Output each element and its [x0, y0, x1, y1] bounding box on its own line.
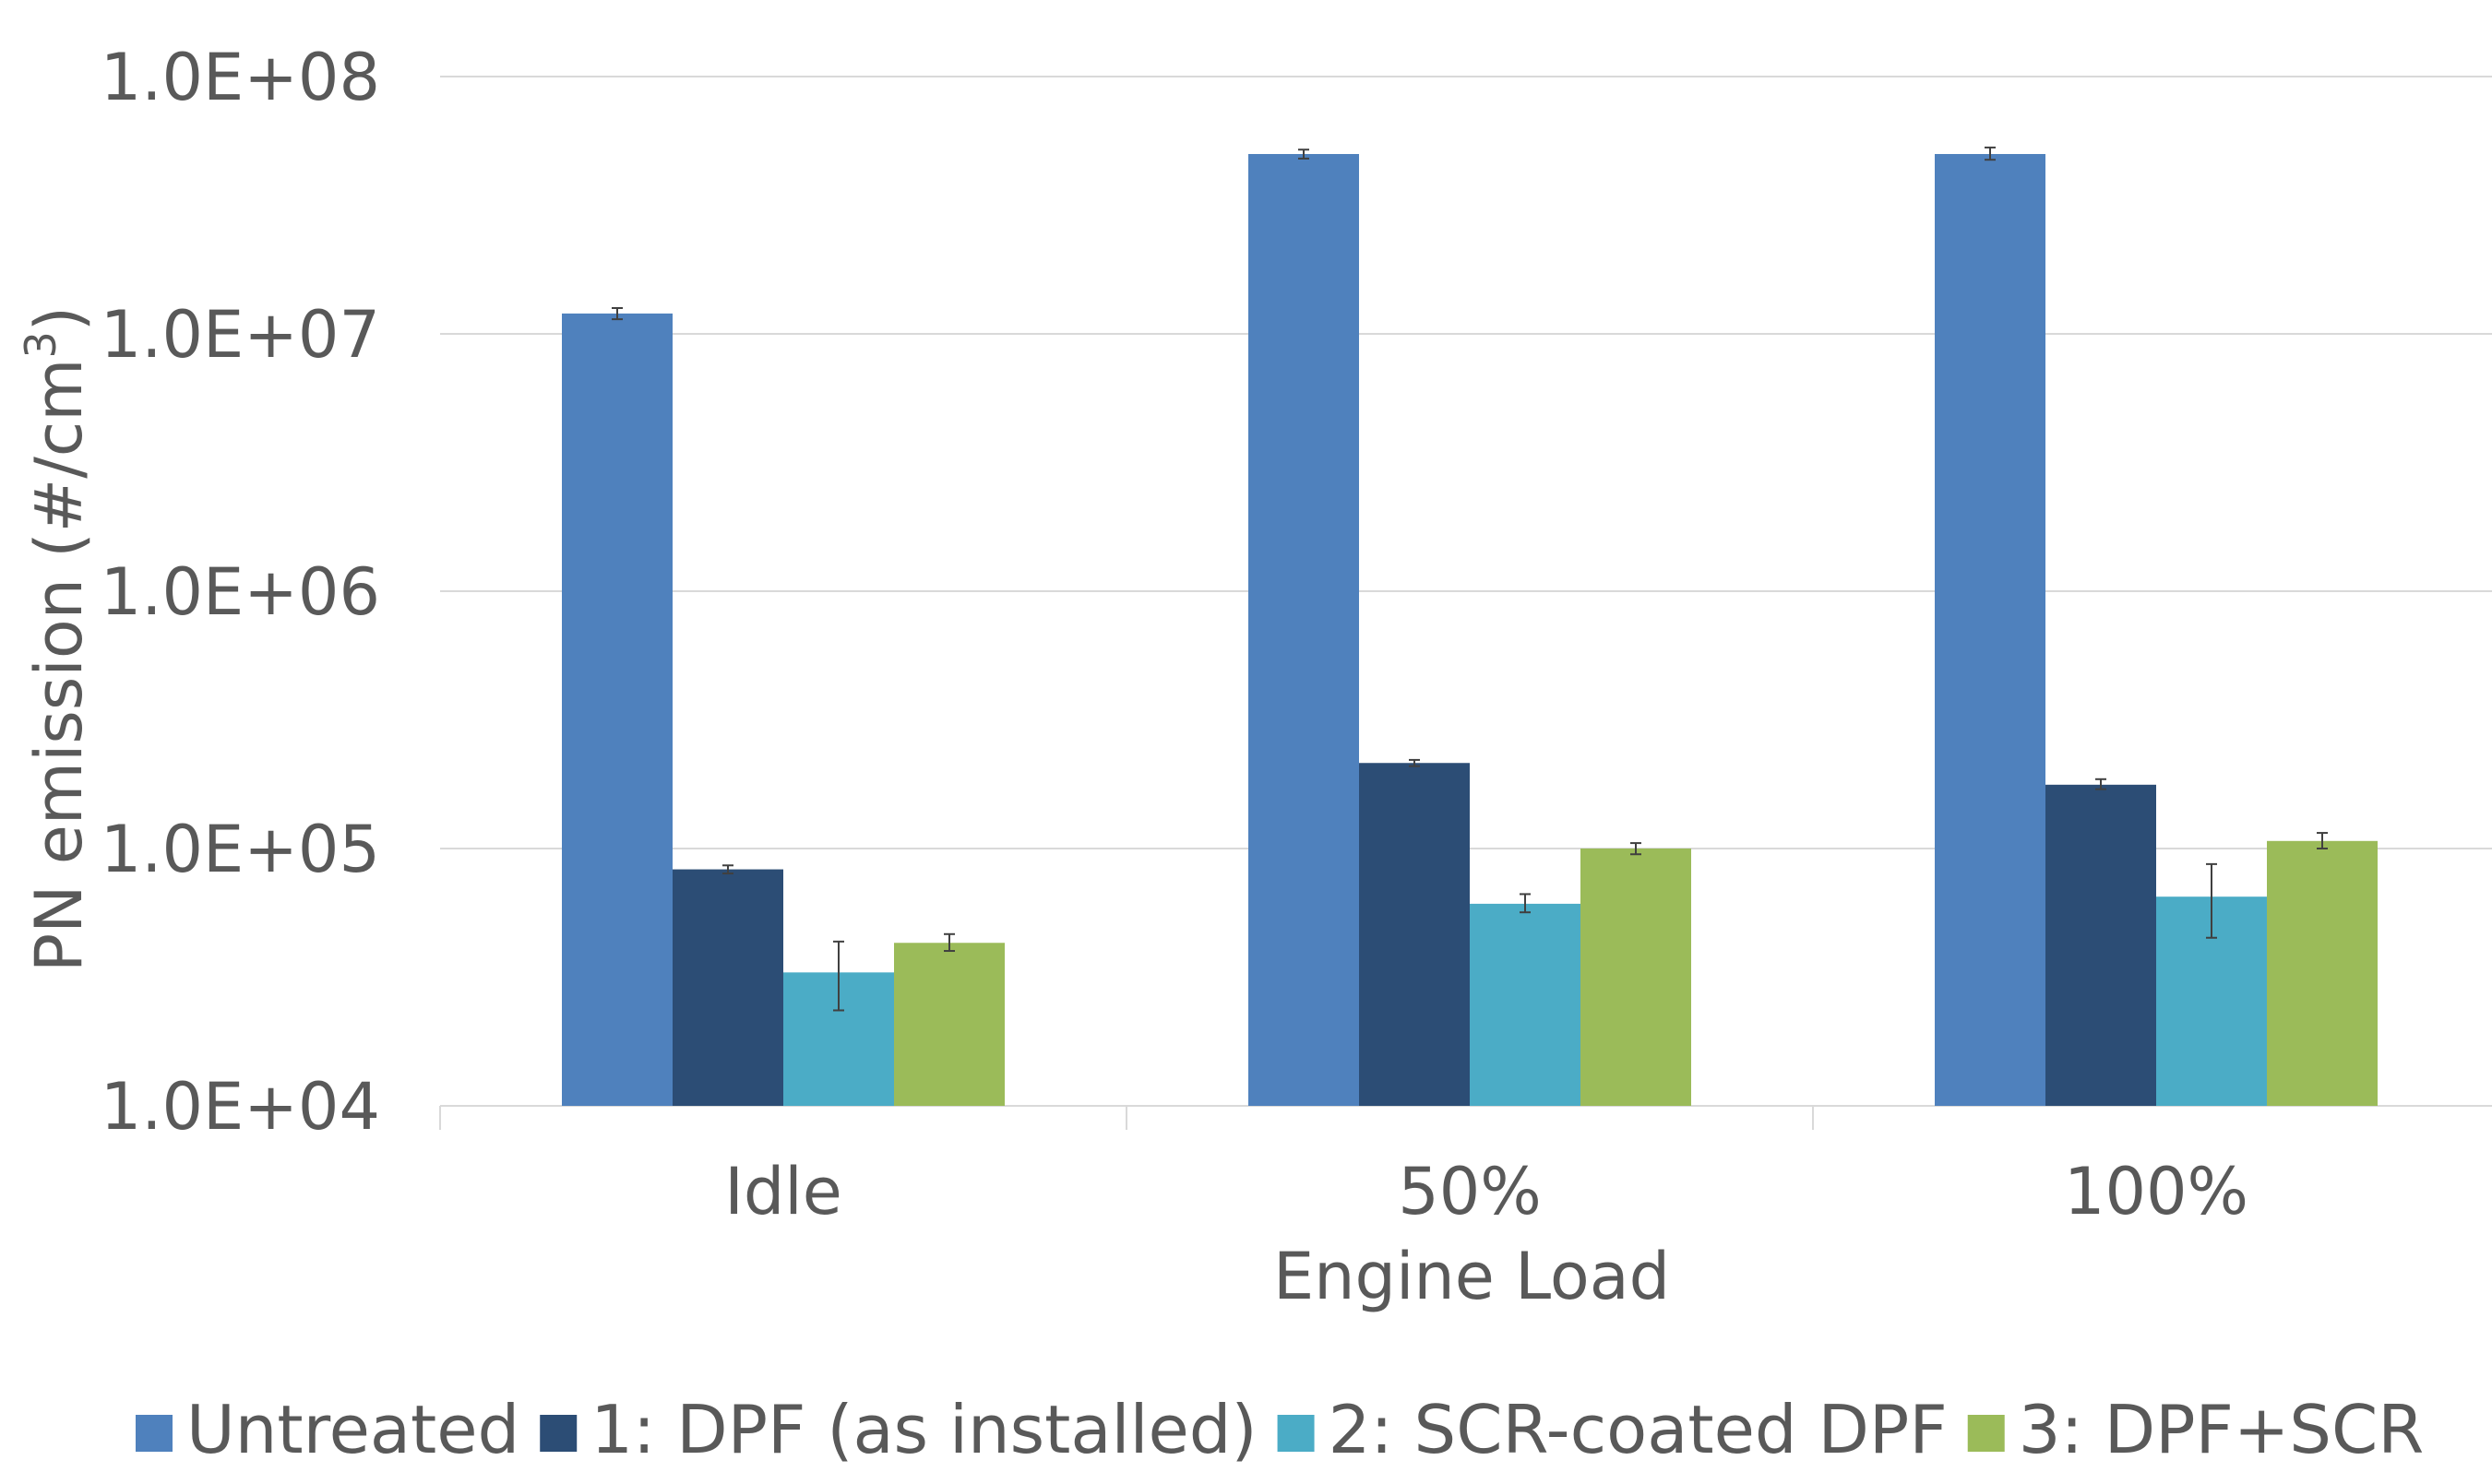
bar	[1935, 153, 2045, 1107]
y-tick-label: 1.0E+06	[101, 554, 380, 630]
x-axis	[439, 1106, 1814, 1130]
x-tick-labels: Idle 50% 100%	[724, 1154, 2248, 1229]
y-axis-title-close: )	[21, 306, 97, 331]
bar	[1580, 849, 1691, 1106]
y-tick-label: 1.0E+07	[101, 297, 380, 373]
y-tick-label: 1.0E+04	[101, 1069, 380, 1145]
bar	[1359, 763, 1470, 1106]
legend-label: 1: DPF (as installed)	[590, 1391, 1257, 1468]
bar	[562, 313, 673, 1106]
legend: Untreated 1: DPF (as installed) 2: SCR-coa…	[136, 1391, 2424, 1468]
y-tick-labels: 1.0E+04 1.0E+05 1.0E+06 1.0E+07 1.0E+08	[101, 40, 380, 1145]
bar	[673, 869, 783, 1106]
bar	[894, 943, 1005, 1106]
x-tick-label: 100%	[2064, 1154, 2248, 1229]
bar	[1248, 153, 1359, 1107]
legend-swatch	[540, 1415, 578, 1452]
y-axis-title-main: PN emission (#/cm	[21, 359, 97, 973]
x-tick-label: 50%	[1398, 1154, 1542, 1229]
bar	[2267, 840, 2378, 1106]
error-bars	[612, 146, 2328, 1012]
legend-swatch	[1277, 1415, 1315, 1452]
x-tick-label: Idle	[724, 1154, 842, 1229]
y-tick-label: 1.0E+08	[101, 40, 380, 115]
y-axis-title: PN emission (#/cm3)	[16, 306, 97, 972]
legend-label: 3: DPF+SCR	[2019, 1391, 2425, 1468]
y-tick-label: 1.0E+05	[101, 812, 380, 887]
legend-label: Untreated	[186, 1391, 519, 1468]
legend-swatch	[1967, 1415, 2005, 1452]
bar	[1470, 903, 1580, 1106]
legend-label: 2: SCR-coated DPF	[1329, 1391, 1948, 1468]
bar	[2045, 784, 2156, 1106]
bars	[562, 153, 2378, 1107]
y-axis-title-superscript: 3	[16, 331, 66, 358]
legend-swatch	[136, 1415, 173, 1452]
x-axis-title: Engine Load	[1273, 1239, 1670, 1314]
